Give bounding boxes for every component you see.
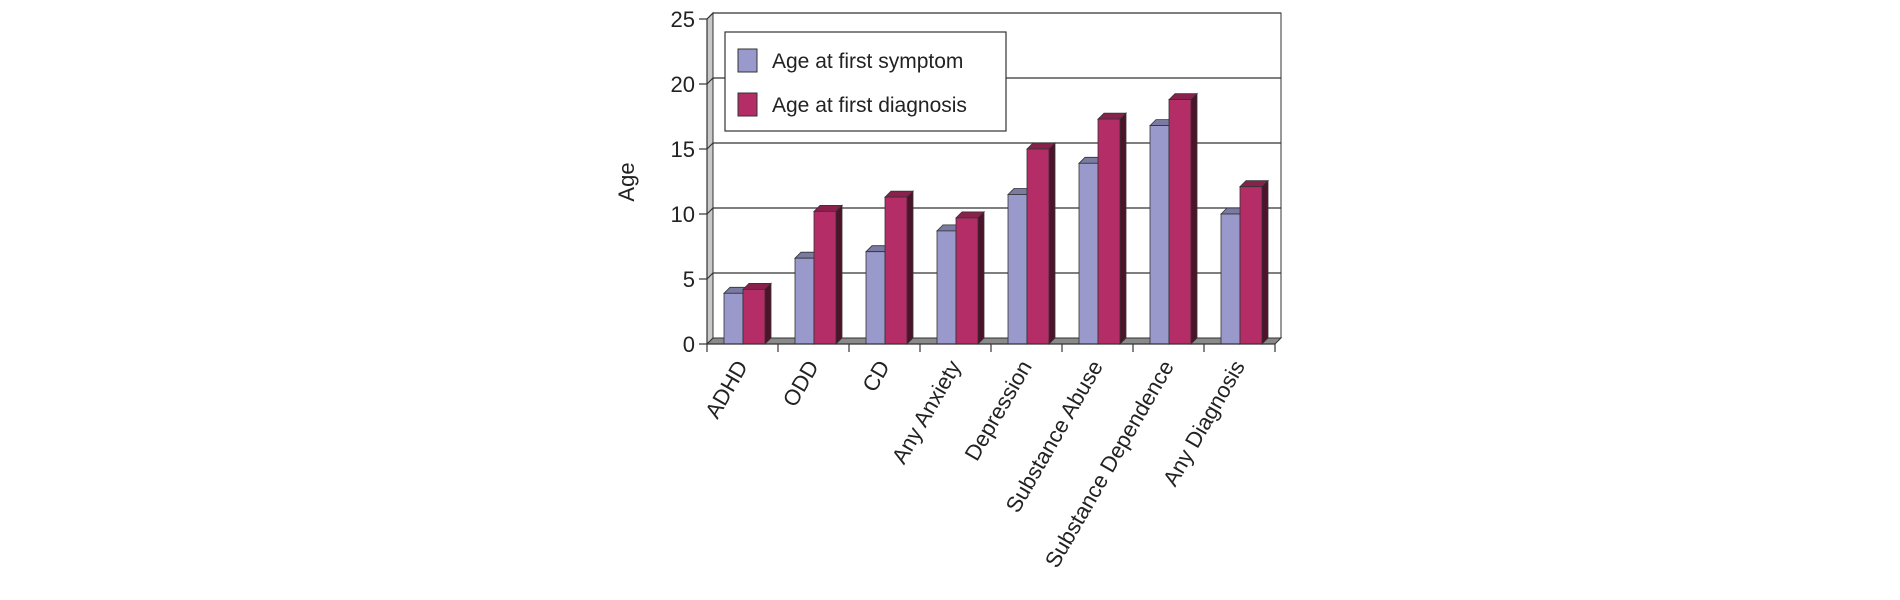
gridline xyxy=(706,12,1281,20)
left-wall xyxy=(706,11,714,346)
bar-front xyxy=(1078,162,1099,345)
legend: Age at first symptom Age at first diagnos… xyxy=(724,31,1007,132)
bar-front xyxy=(1220,213,1241,345)
bar-front xyxy=(1168,99,1192,345)
bar xyxy=(1168,92,1198,345)
bar-front xyxy=(813,210,837,345)
x-tick-label: CD xyxy=(857,356,895,396)
legend-box xyxy=(724,31,1007,132)
y-tick-label: 10 xyxy=(671,202,695,227)
bar xyxy=(813,204,843,345)
bar-front xyxy=(1097,118,1121,345)
bar-front xyxy=(955,217,979,345)
bar xyxy=(1026,142,1056,345)
bar xyxy=(742,282,772,345)
y-tick-label: 0 xyxy=(683,332,695,357)
bar-side xyxy=(977,210,985,345)
bar-front xyxy=(723,292,744,345)
x-tick-label: ADHD xyxy=(700,356,753,422)
x-tick-label: Any Anxiety xyxy=(887,356,966,468)
legend-swatch xyxy=(737,48,758,73)
bar-front xyxy=(742,288,766,345)
x-tick-label: Substance Dependence xyxy=(1040,356,1179,572)
legend-label: Age at first symptom xyxy=(772,50,963,73)
bar-front xyxy=(794,257,815,345)
y-tick-label: 25 xyxy=(671,7,695,32)
y-tick-label: 5 xyxy=(683,267,695,292)
bar-front xyxy=(1026,148,1050,345)
bar-front xyxy=(1007,194,1028,345)
gridline xyxy=(706,142,1281,150)
bar-front xyxy=(884,196,908,345)
legend-label: Age at first diagnosis xyxy=(772,94,967,117)
bar xyxy=(955,210,985,345)
legend-swatch xyxy=(737,92,758,117)
bar-side xyxy=(906,190,914,345)
x-tick-label: Depression xyxy=(960,356,1037,465)
bar-side xyxy=(764,282,772,345)
bar-front xyxy=(936,230,957,345)
bar-side xyxy=(1190,92,1198,345)
bar-side xyxy=(1261,179,1269,345)
gridline xyxy=(706,77,1281,85)
bar-front xyxy=(1239,186,1263,345)
x-tick-label: ODD xyxy=(778,356,824,411)
y-tick-label: 20 xyxy=(671,72,695,97)
bar-side xyxy=(1119,112,1127,345)
bar-front xyxy=(865,251,886,345)
bar-side xyxy=(1048,142,1056,345)
bar xyxy=(1097,112,1127,345)
bar xyxy=(1239,179,1269,345)
y-axis-label: Age xyxy=(614,162,639,201)
bar-front xyxy=(1149,125,1170,345)
bar-side xyxy=(835,204,843,345)
bar xyxy=(884,190,914,345)
y-tick-label: 15 xyxy=(671,137,695,162)
